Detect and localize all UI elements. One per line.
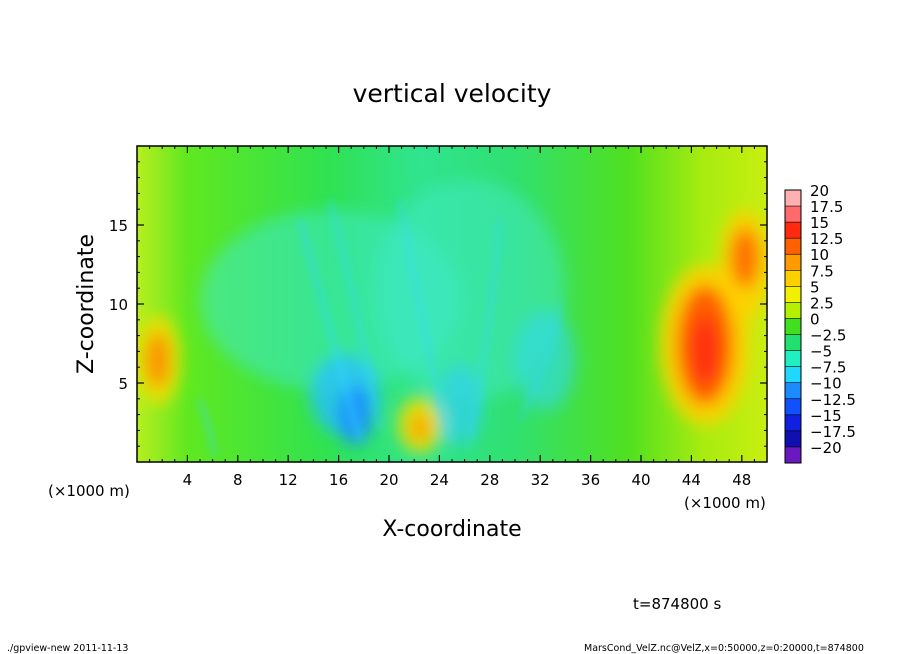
chart-title: vertical velocity xyxy=(353,79,552,108)
plot-area xyxy=(137,146,767,462)
x-tick-label: 8 xyxy=(233,471,243,489)
colorbar: 2017.51512.5107.552.50−2.5−5−7.5−10−12.5… xyxy=(784,182,856,464)
colorbar-label: 5 xyxy=(810,278,820,296)
colorbar-label: 15 xyxy=(810,214,829,232)
colorbar-label: 20 xyxy=(810,182,829,200)
field-streaks xyxy=(197,199,562,456)
x-tick-label: 4 xyxy=(183,471,193,489)
x-tick-label: 24 xyxy=(430,471,449,489)
colorbar-label: 10 xyxy=(810,246,829,264)
footer-right: MarsCond_VelZ.nc@VelZ,x=0:50000,z=0:2000… xyxy=(584,643,864,654)
colorbar-label: 2.5 xyxy=(810,294,834,312)
x-axis-label: X-coordinate xyxy=(382,517,521,542)
colorbar-swatch xyxy=(785,318,801,336)
x-tick-label: 44 xyxy=(682,471,701,489)
colorbar-swatch xyxy=(785,238,801,255)
colorbar-swatch xyxy=(785,254,801,271)
x-tick-label: 16 xyxy=(329,471,348,489)
y-tick-label: 15 xyxy=(109,217,128,235)
x-unit-label-right: (×1000 m) xyxy=(684,494,766,512)
colorbar-label: −5 xyxy=(810,343,832,361)
colorbar-label: 17.5 xyxy=(810,198,843,216)
footer-left: ./gpview-new 2011-11-13 xyxy=(7,643,128,654)
colorbar-swatch xyxy=(785,398,801,416)
colorbar-label: −2.5 xyxy=(810,327,846,345)
x-tick-label: 20 xyxy=(379,471,398,489)
colorbar-label: 0 xyxy=(810,310,820,328)
time-annotation: t=874800 s xyxy=(633,595,721,613)
x-tick-label: 32 xyxy=(531,471,550,489)
colorbar-swatch xyxy=(785,190,801,207)
colorbar-label: −12.5 xyxy=(810,391,856,409)
colorbar-swatch xyxy=(785,350,801,368)
colorbar-swatch xyxy=(785,206,801,223)
colorbar-swatch xyxy=(785,430,801,448)
colorbar-swatch xyxy=(785,446,801,464)
colorbar-swatch xyxy=(785,414,801,432)
colorbar-swatch xyxy=(785,222,801,239)
y-tick-label: 5 xyxy=(118,375,128,393)
colorbar-label: 7.5 xyxy=(810,262,834,280)
colorbar-label: −17.5 xyxy=(810,423,856,441)
colorbar-swatch xyxy=(785,286,801,303)
x-unit-label-left: (×1000 m) xyxy=(48,482,130,500)
x-tick-label: 48 xyxy=(732,471,751,489)
x-tick-label: 12 xyxy=(279,471,298,489)
y-axis-label: Z-coordinate xyxy=(74,234,99,374)
colorbar-swatch xyxy=(785,270,801,287)
colorbar-swatch xyxy=(785,302,801,319)
colorbar-swatch xyxy=(785,334,801,352)
x-axis: 4 8 12 16 20 24 28 32 36 40 44 48 xyxy=(149,146,755,489)
y-axis: 5 10 15 xyxy=(109,161,767,447)
x-tick-label: 40 xyxy=(631,471,650,489)
colorbar-swatch xyxy=(785,382,801,400)
colorbar-swatch xyxy=(785,366,801,384)
x-tick-label: 36 xyxy=(581,471,600,489)
colorbar-label: −20 xyxy=(810,439,842,457)
colorbar-label: 12.5 xyxy=(810,230,843,248)
field-features xyxy=(137,180,767,453)
colorbar-label: −10 xyxy=(810,375,842,393)
colorbar-label: −15 xyxy=(810,407,842,425)
x-tick-label: 28 xyxy=(480,471,499,489)
colorbar-label: −7.5 xyxy=(810,359,846,377)
y-tick-label: 10 xyxy=(109,296,128,314)
